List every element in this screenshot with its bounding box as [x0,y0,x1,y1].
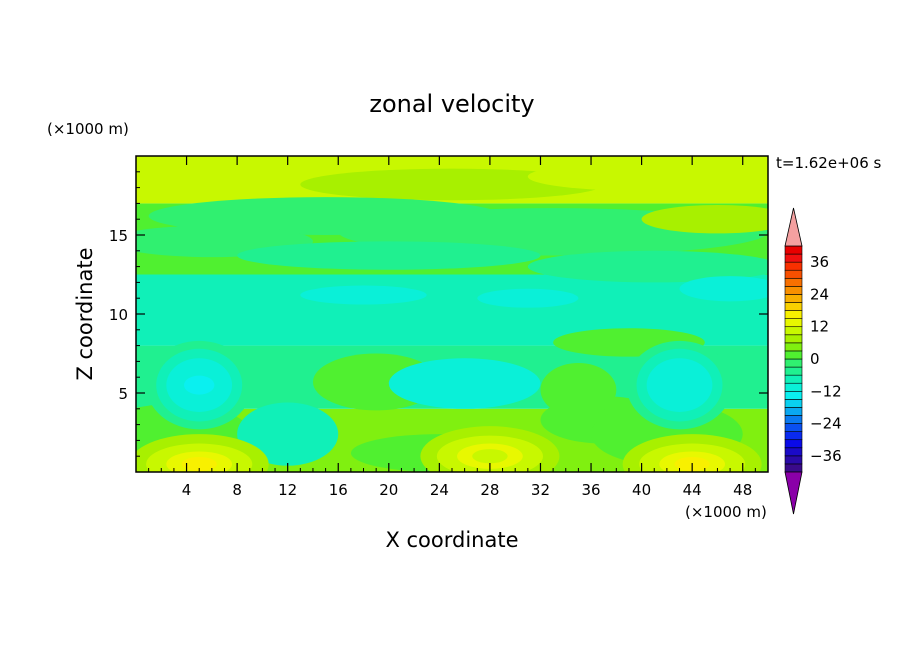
colorbar-swatch [784,302,803,311]
colorbar-swatch [784,261,803,271]
colorbar-swatch [784,318,803,328]
colorbar-label: 24 [810,285,829,303]
contour-extremum [184,375,215,395]
colorbar-swatch [784,277,803,287]
colorbar-swatch [784,366,803,376]
colorbar-label: −24 [810,415,842,433]
colorbar-label: 36 [810,253,829,271]
x-tick-label: 8 [232,481,242,499]
colorbar-swatch [784,326,803,336]
colorbar-swatch [784,463,803,473]
y-unit-label: (×1000 m) [47,120,129,138]
contour-patch [679,276,768,302]
x-tick-label: 4 [182,481,192,499]
colorbar-swatch [784,455,803,465]
colorbar-swatch [784,294,803,303]
x-unit-label: (×1000 m) [685,503,767,521]
contour-patch [641,204,768,234]
colorbar-label: 12 [810,318,829,336]
colorbar-swatch [784,253,803,263]
colorbar-swatch [784,399,803,408]
x-tick-label: 24 [430,481,449,499]
contour-extremum [181,456,217,472]
colorbar-under-arrow [784,471,803,515]
colorbar-swatch [784,269,803,279]
x-tick-label: 32 [531,481,550,499]
y-tick-label: 15 [109,227,128,245]
contour-patch [477,288,579,308]
colorbar-swatch [784,431,803,441]
colorbar-swatch [784,423,803,432]
colorbar-swatch [784,439,803,449]
colorbar-swatch [784,342,803,352]
colorbar-swatch [784,358,803,368]
colorbar-swatch [784,310,803,319]
contour-patch [540,362,617,417]
x-axis-ticks: 4 8 12 16 20 24 28 32 36 40 44 48 [148,156,756,499]
y-tick-label: 5 [118,385,128,403]
contour-patch [237,241,541,270]
colorbar-swatch [784,374,803,384]
colorbar-swatch [784,350,803,360]
x-tick-label: 44 [683,481,702,499]
colorbar-label: 0 [810,350,820,368]
colorbar-swatch [784,390,803,400]
colorbar-label: −36 [810,447,842,465]
time-label: t=1.62e+06 s [776,154,882,172]
contour-patch [388,358,541,409]
colorbar-swatch [784,447,803,457]
x-tick-label: 16 [329,481,348,499]
x-tick-label: 40 [632,481,651,499]
colorbar-swatch [784,334,803,344]
colorbar-swatch [784,245,803,255]
colorbar-label: −12 [810,382,842,400]
contour-patch [527,162,756,191]
colorbar-swatch [784,286,803,295]
y-axis-ticks: 5 10 15 [109,171,768,457]
colorbar-swatch [784,407,803,416]
x-tick-label: 28 [480,481,499,499]
colorbar: 36 24 12 0 −12 −24 −36 [784,207,842,515]
x-tick-label: 48 [733,481,752,499]
colorbar-swatch [784,382,803,392]
x-axis-label: X coordinate [385,528,518,552]
contour-extremum [664,375,695,395]
x-tick-label: 12 [278,481,297,499]
y-axis-label: Z coordinate [73,247,97,380]
contour-patch [237,402,339,466]
contour-patch [300,285,427,305]
contour-extremum [472,449,508,464]
x-tick-label: 36 [581,481,600,499]
contour-patch [300,168,604,201]
contour-patch [527,250,768,283]
colorbar-over-arrow [784,207,803,247]
contour-field [136,156,768,472]
y-tick-label: 10 [109,306,128,324]
x-tick-label: 20 [379,481,398,499]
chart-title: zonal velocity [369,90,534,118]
colorbar-swatch [784,415,803,424]
